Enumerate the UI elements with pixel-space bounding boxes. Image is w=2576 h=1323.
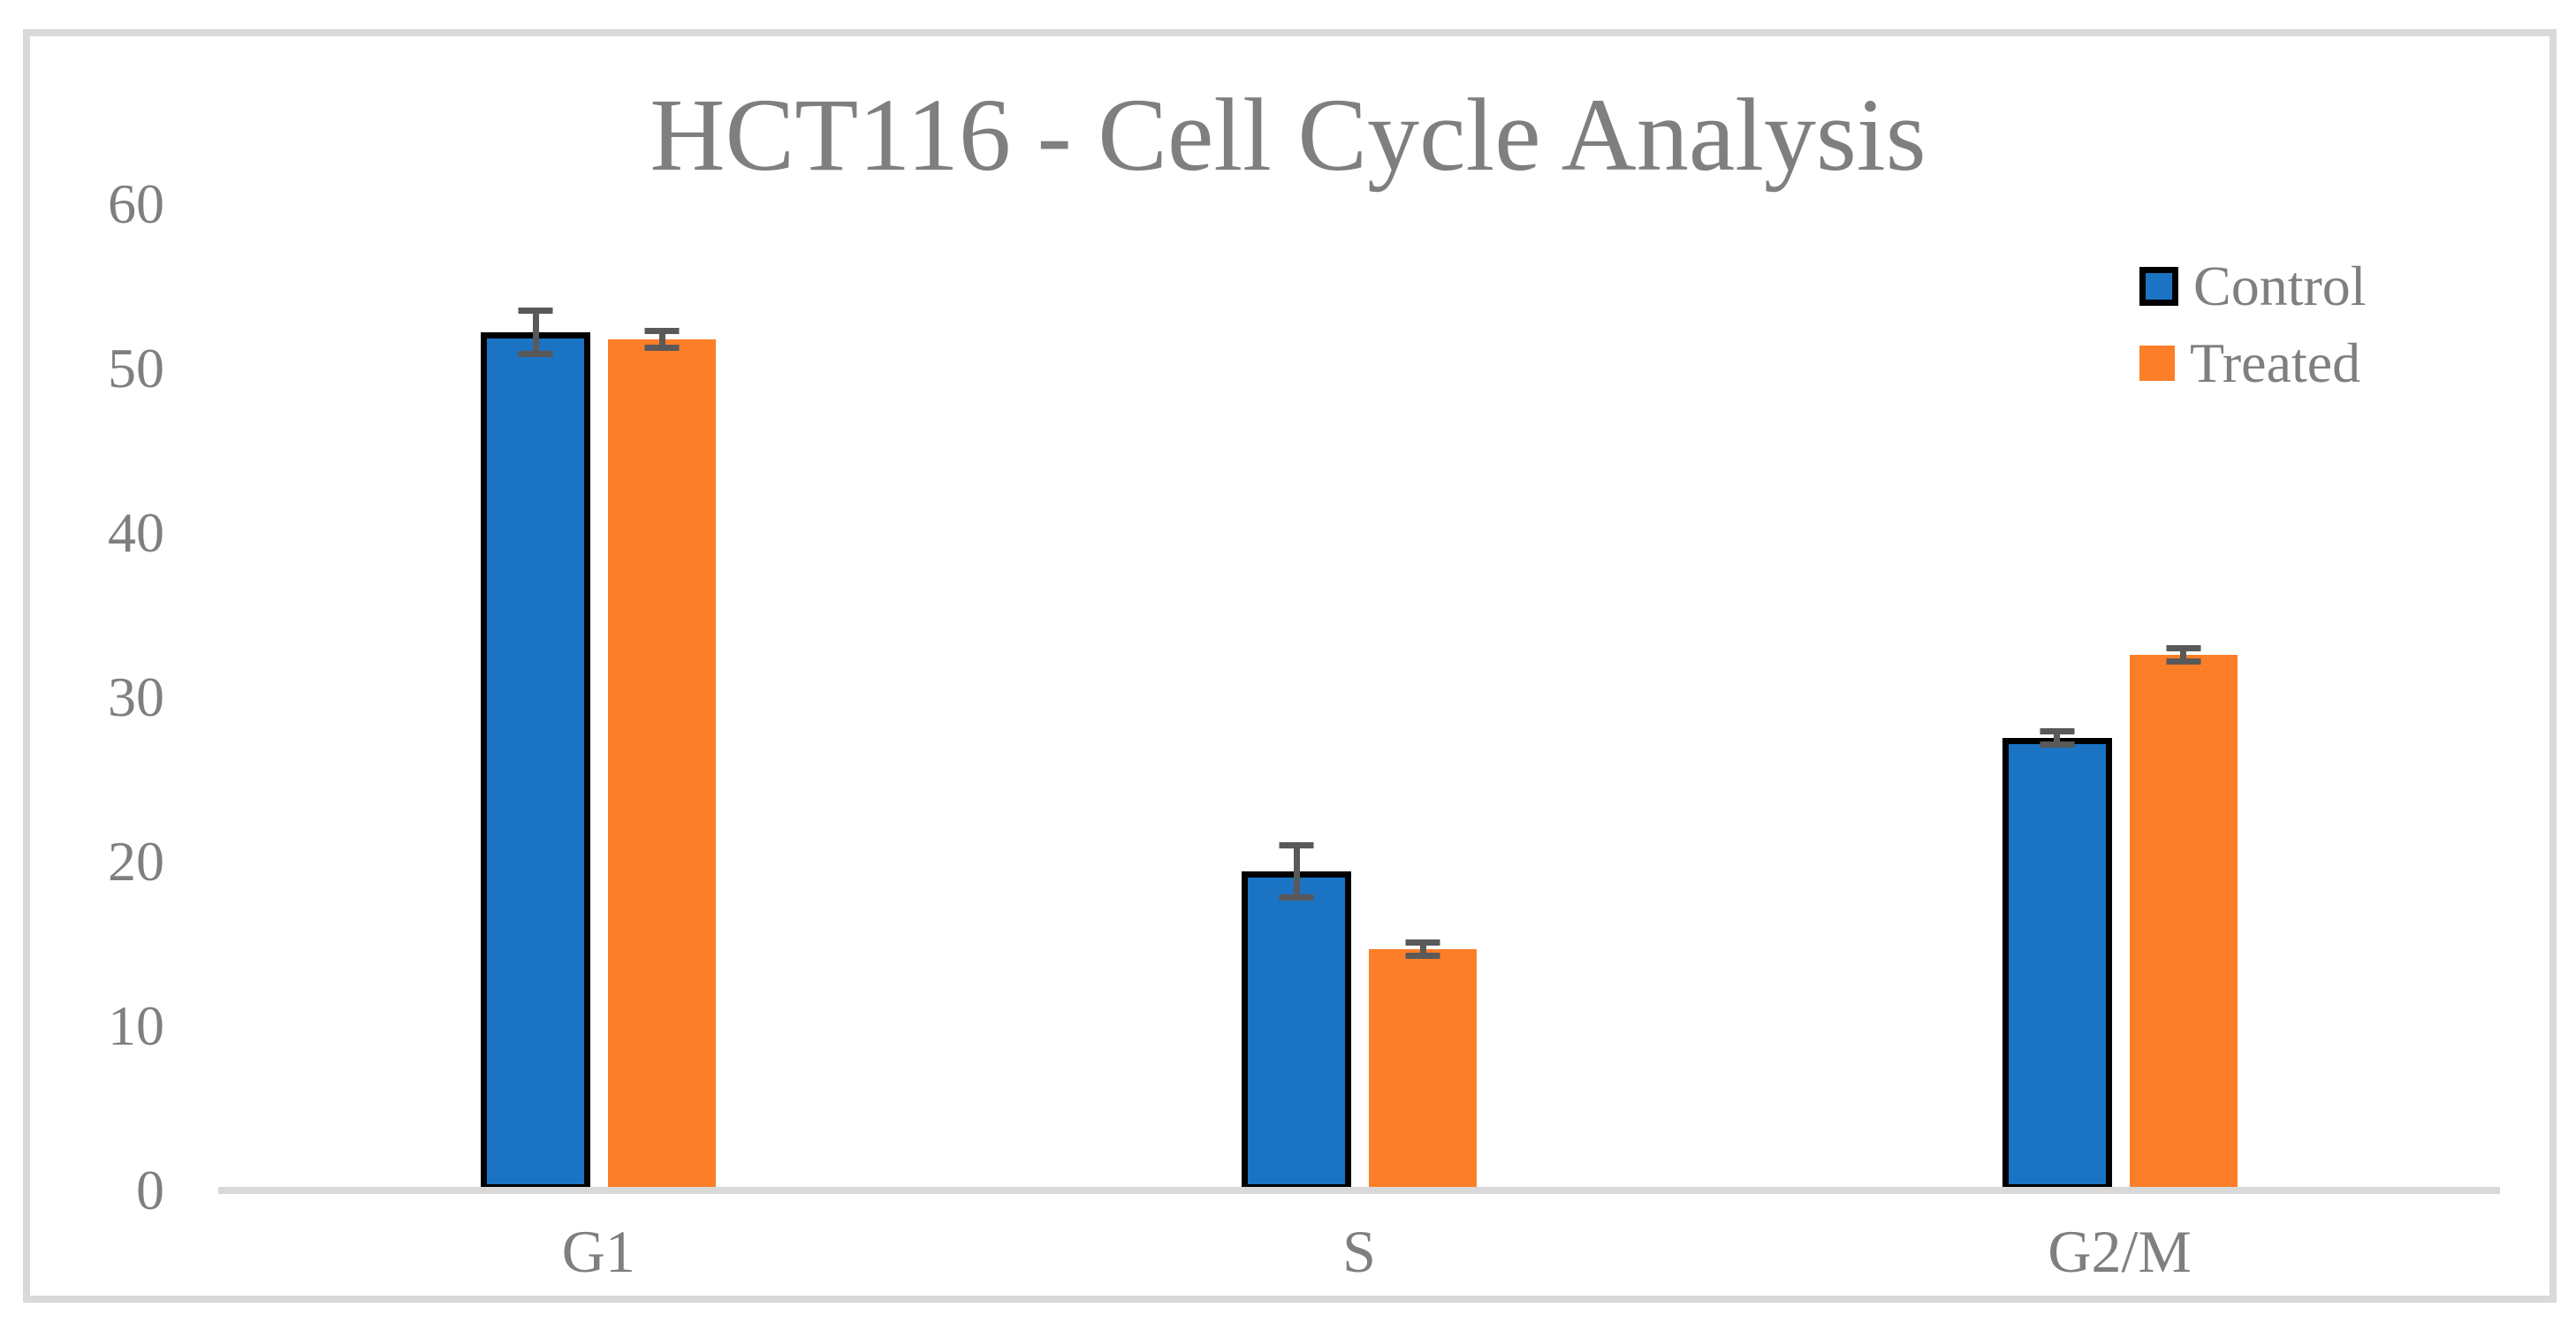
legend-swatch-control <box>2139 267 2178 306</box>
error-bar-part <box>2166 645 2201 652</box>
y-tick-label: 40 <box>108 501 164 564</box>
bar-group-G1 <box>481 308 717 1190</box>
error-bar-part <box>1293 848 1300 895</box>
error-bar-control-S <box>1279 841 1314 901</box>
error-bar-treated-G1 <box>644 328 680 351</box>
error-bar-control-G2/M <box>2040 728 2075 748</box>
error-bar-part <box>644 344 680 351</box>
error-bar-part <box>2054 734 2061 741</box>
error-bar-part <box>1419 946 1426 953</box>
error-bar-part <box>658 334 665 345</box>
error-bar-part <box>518 350 553 357</box>
chart-title: HCT116 - Cell Cycle Analysis <box>650 77 1926 193</box>
legend-label-control: Control <box>2193 255 2367 317</box>
chart-border-frame <box>23 29 2557 1303</box>
error-bar-part <box>1279 841 1314 848</box>
error-bar-part <box>2166 658 2201 665</box>
x-category-label-G1: G1 <box>561 1218 635 1285</box>
error-bar-part <box>1279 894 1314 901</box>
bar-control-G2/M <box>2002 728 2112 1190</box>
legend-label-treated: Treated <box>2190 331 2361 394</box>
y-tick-label: 20 <box>108 830 164 893</box>
bar-treated-G1 <box>608 328 717 1190</box>
error-bar-part <box>518 308 553 315</box>
error-bar-part <box>2180 651 2187 658</box>
error-bar-part <box>532 314 539 351</box>
x-category-label-G2/M: G2/M <box>2048 1218 2192 1285</box>
error-bar-part <box>2040 741 2075 748</box>
y-tick-label: 0 <box>136 1159 164 1221</box>
x-category-label-S: S <box>1342 1218 1376 1285</box>
error-bar-part <box>2040 728 2075 735</box>
bar-treated-S <box>1369 939 1477 1190</box>
legend-swatch-treated <box>2139 346 2175 381</box>
x-axis-line <box>218 1187 2500 1194</box>
bar-control-G1 <box>481 308 591 1190</box>
error-bar-treated-S <box>1405 939 1440 959</box>
error-bar-treated-G2/M <box>2166 645 2201 665</box>
y-tick-label: 60 <box>108 172 164 235</box>
bar-group-S <box>1242 841 1477 1190</box>
bar-control-S <box>1242 841 1351 1190</box>
legend-item-treated: Treated <box>2139 335 2367 392</box>
legend: Control Treated <box>2139 258 2367 392</box>
y-tick-label: 30 <box>108 665 164 728</box>
bar-treated-G2/M <box>2129 645 2238 1190</box>
error-bar-part <box>1405 939 1440 947</box>
error-bar-control-G1 <box>518 308 553 357</box>
error-bar-part <box>644 328 680 335</box>
y-tick-label: 50 <box>108 337 164 399</box>
legend-item-control: Control <box>2139 258 2367 315</box>
bar-group-G2/M <box>2002 645 2238 1190</box>
error-bar-part <box>1405 952 1440 959</box>
y-tick-label: 10 <box>108 994 164 1057</box>
